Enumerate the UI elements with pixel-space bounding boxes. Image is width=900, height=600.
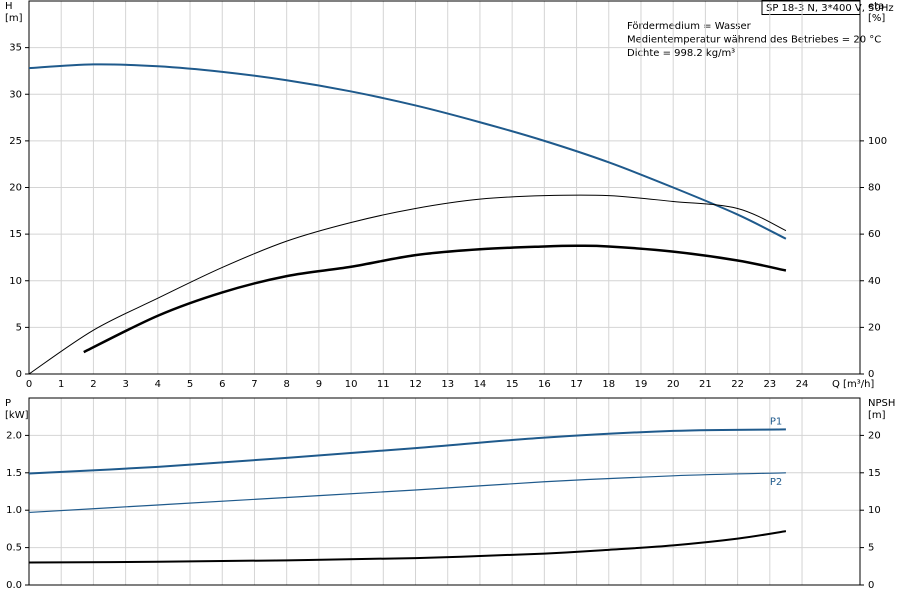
y-tick-label: 25 xyxy=(9,136,22,147)
y2-axis-label: NPSH xyxy=(868,398,895,409)
plot-frame xyxy=(28,0,861,375)
x-axis-label: Q [m³/h] xyxy=(832,379,874,390)
y-axis-label: [kW] xyxy=(5,410,29,421)
x-tick-label: 15 xyxy=(506,379,519,390)
y2-tick-label: 20 xyxy=(868,322,881,333)
y-tick-label: 2.0 xyxy=(6,430,22,441)
x-tick-label: 11 xyxy=(377,379,390,390)
curve xyxy=(28,194,787,375)
y-tick-label: 5 xyxy=(16,322,22,333)
y2-tick-label: 40 xyxy=(868,276,881,287)
y-tick-label: 1.0 xyxy=(6,505,22,516)
y-tick-label: 15 xyxy=(9,229,22,240)
y2-tick-label: 0 xyxy=(868,369,874,380)
annotation: Dichte = 998.2 kg/m³ xyxy=(627,48,735,59)
x-tick-label: 8 xyxy=(283,379,289,390)
y2-tick-label: 5 xyxy=(868,543,874,554)
x-tick-label: 23 xyxy=(763,379,776,390)
y-tick-label: 0.5 xyxy=(6,543,22,554)
y-tick-label: 0.0 xyxy=(6,580,22,591)
curve-label: P1 xyxy=(770,416,782,427)
y-axis-label: [m] xyxy=(5,13,23,24)
y-tick-label: 35 xyxy=(9,43,22,54)
x-tick-label: 21 xyxy=(699,379,712,390)
y2-tick-label: 10 xyxy=(868,505,881,516)
x-tick-label: 7 xyxy=(251,379,257,390)
x-tick-label: 0 xyxy=(26,379,32,390)
curve-label: P2 xyxy=(770,477,782,488)
y2-tick-label: 80 xyxy=(868,183,881,194)
x-tick-label: 18 xyxy=(602,379,615,390)
curve xyxy=(83,244,787,354)
annotation: Medientemperatur während des Betriebes =… xyxy=(627,35,881,46)
y2-tick-label: 0 xyxy=(868,580,874,591)
x-tick-label: 2 xyxy=(90,379,96,390)
curve xyxy=(28,530,787,564)
x-tick-label: 6 xyxy=(219,379,225,390)
y2-tick-label: 15 xyxy=(868,468,881,479)
y-tick-label: 30 xyxy=(9,89,22,100)
y-tick-label: 10 xyxy=(9,276,22,287)
y2-axis-label: [m] xyxy=(868,410,886,421)
x-tick-label: 4 xyxy=(155,379,161,390)
y-tick-label: 1.5 xyxy=(6,468,22,479)
x-tick-label: 5 xyxy=(187,379,193,390)
model: SP 18-3 N, 3*400 V, 50Hz xyxy=(766,3,894,14)
y2-tick-label: 20 xyxy=(868,430,881,441)
x-tick-label: 3 xyxy=(122,379,128,390)
curve xyxy=(28,472,786,514)
x-tick-label: 24 xyxy=(796,379,809,390)
y-tick-label: 20 xyxy=(9,183,22,194)
x-tick-label: 10 xyxy=(345,379,358,390)
x-tick-label: 1 xyxy=(58,379,64,390)
x-tick-label: 13 xyxy=(441,379,454,390)
x-tick-label: 12 xyxy=(409,379,422,390)
y2-axis-label: eta xyxy=(868,1,884,12)
x-tick-label: 19 xyxy=(635,379,648,390)
plot-frame xyxy=(28,397,861,586)
y-axis-label: H xyxy=(5,1,13,12)
curve xyxy=(28,428,786,475)
y-tick-label: 0 xyxy=(16,369,22,380)
x-tick-label: 22 xyxy=(731,379,744,390)
x-tick-label: 9 xyxy=(316,379,322,390)
x-tick-label: 20 xyxy=(667,379,680,390)
y-axis-label: P xyxy=(5,398,11,409)
curve xyxy=(28,63,787,240)
x-tick-label: 14 xyxy=(474,379,487,390)
x-tick-label: 17 xyxy=(570,379,583,390)
y2-axis-label: [%] xyxy=(868,13,885,24)
y2-tick-label: 60 xyxy=(868,229,881,240)
x-tick-label: 16 xyxy=(538,379,551,390)
y2-tick-label: 100 xyxy=(868,136,887,147)
annotation: Fördermedium = Wasser xyxy=(627,21,752,32)
